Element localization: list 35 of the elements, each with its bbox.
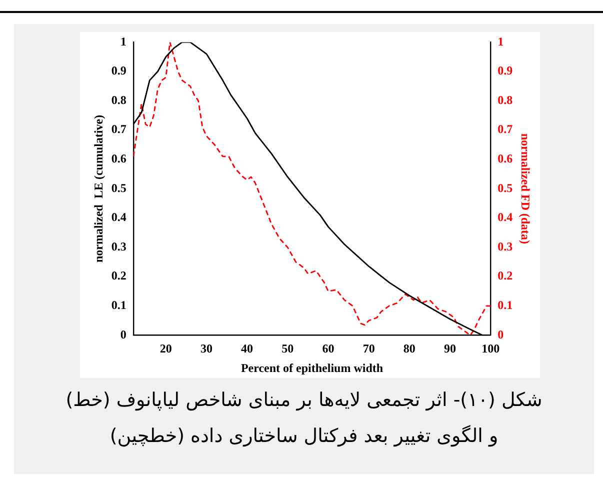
y-tick-label: 0.3	[111, 239, 126, 254]
x-tick-label: 40	[241, 341, 254, 356]
y2-axis-title: normalized FD (data)	[518, 133, 533, 244]
text: شکل (۱۰)- اثر تجمعی لایه‌ها بر مبنای شاخص لیاپانوف (خط) و الگوی تغییر بعد فرکتال ساختاری داده (خطچین)	[64, 388, 544, 449]
y-tick-label: 0.9	[111, 64, 126, 78]
x-tick-label: 100	[482, 341, 500, 356]
x-tick-label: 80	[403, 341, 416, 356]
y-tick-label: 0.6	[111, 151, 126, 166]
x-tick-label: 20	[160, 341, 172, 356]
y2-tick-label: 0.9	[498, 64, 513, 78]
y-axis-title: normalized LE (cumulative)	[91, 114, 106, 263]
y2-tick-label: 0	[498, 327, 504, 342]
y-tick-label: 0.5	[111, 180, 126, 195]
y2-tick-label: 0.6	[498, 151, 513, 166]
x-tick-label: 50	[282, 341, 294, 356]
y-tick-label: 1	[120, 34, 126, 48]
y-tick-label: 0.2	[111, 268, 126, 283]
y2-tick-label: 0.3	[498, 239, 513, 254]
y2-tick-label: 0.7	[498, 122, 513, 136]
y2-tick-label: 0.5	[498, 180, 513, 195]
x-tick-label: 70	[362, 341, 375, 356]
x-tick-label: 30	[200, 341, 212, 356]
x-tick-label: 90	[444, 341, 456, 356]
x-axis-title: Percent of epithelium width	[240, 360, 384, 375]
y2-tick-label: 0.4	[498, 210, 513, 224]
y2-tick-label: 0.2	[498, 268, 513, 283]
y-tick-label: 0.4	[111, 210, 126, 224]
y2-tick-label: 0.1	[498, 298, 513, 312]
y-tick-label: 0	[120, 327, 126, 342]
x-tick-label: 60	[322, 341, 334, 356]
y2-tick-label: 1	[498, 34, 504, 48]
y-tick-label: 0.8	[111, 92, 126, 107]
y2-tick-label: 0.8	[498, 92, 513, 107]
y-tick-label: 0.7	[111, 122, 126, 136]
y-tick-label: 0.1	[111, 298, 126, 312]
